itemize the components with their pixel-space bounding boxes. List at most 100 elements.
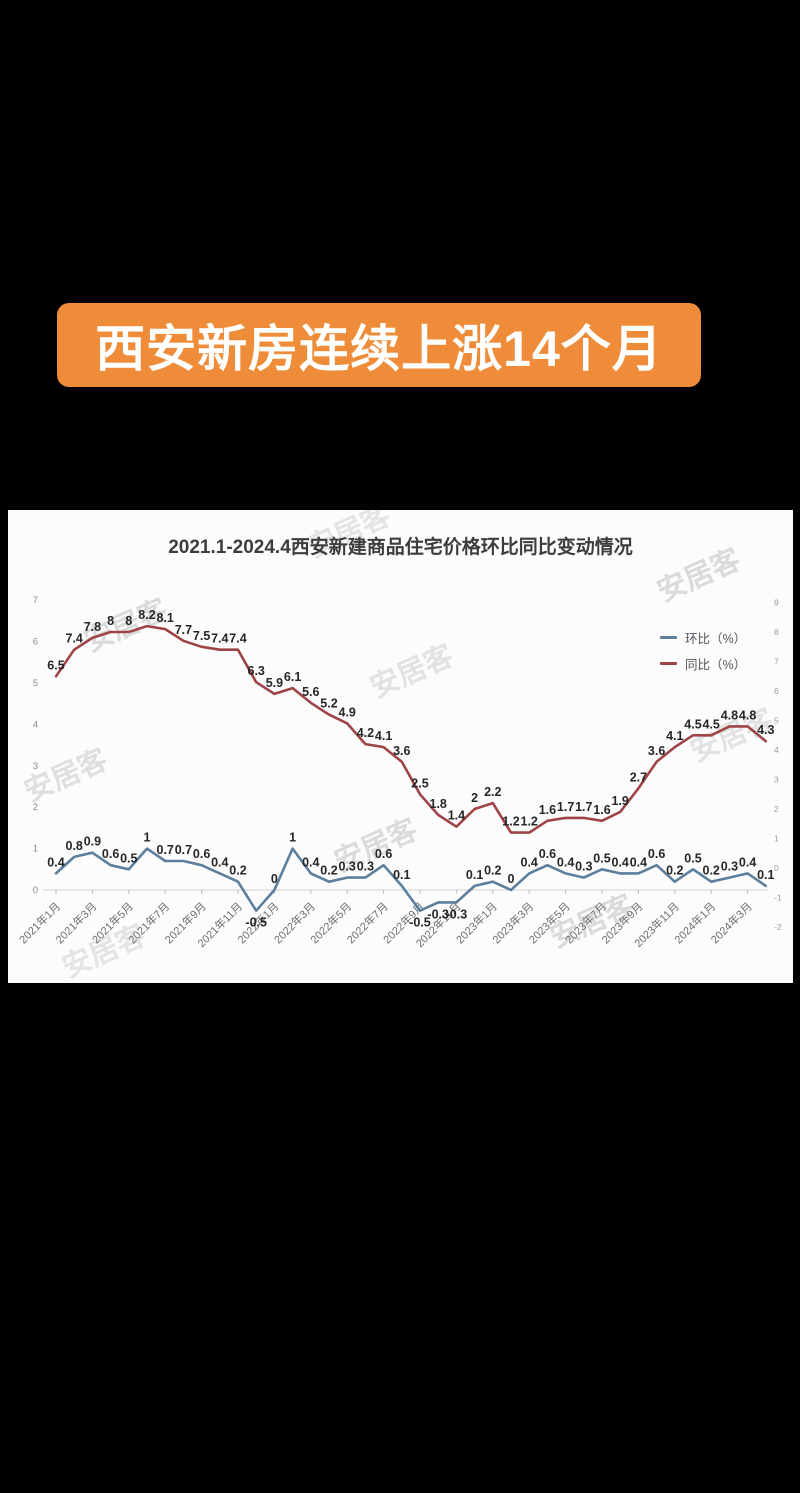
data-label: 1.6 bbox=[539, 803, 556, 817]
watermark-text: 安居客 bbox=[365, 638, 459, 705]
data-label: -0.5 bbox=[409, 916, 431, 930]
data-label: 1.2 bbox=[502, 815, 519, 829]
data-label: 4.1 bbox=[375, 729, 392, 743]
data-label: 2.7 bbox=[630, 770, 647, 784]
data-label: 0.3 bbox=[357, 860, 374, 874]
data-label: 0 bbox=[508, 872, 515, 886]
data-label: 7.7 bbox=[175, 623, 192, 637]
data-label: 2.2 bbox=[484, 785, 501, 799]
mom-line-swatch bbox=[660, 636, 677, 639]
data-label: 3.6 bbox=[648, 744, 665, 758]
data-label: 0.9 bbox=[84, 835, 101, 849]
data-label: 2.5 bbox=[411, 776, 428, 790]
data-label: 8 bbox=[125, 614, 132, 628]
left-axis-tick-label: 5 bbox=[33, 678, 38, 689]
data-label: 1.2 bbox=[521, 815, 538, 829]
data-label: 5.2 bbox=[320, 697, 337, 711]
mom-series-line bbox=[54, 847, 768, 913]
right-axis-tick-label: 9 bbox=[774, 598, 779, 608]
data-label: 4.8 bbox=[739, 708, 756, 722]
data-label: 1.7 bbox=[575, 800, 592, 814]
yoy-series-line bbox=[54, 624, 768, 834]
right-axis-tick-label: 3 bbox=[774, 775, 779, 785]
legend-item-mom: 环比（%） bbox=[660, 628, 746, 647]
data-label: 1.6 bbox=[593, 803, 610, 817]
data-label: 0.5 bbox=[593, 851, 610, 865]
data-label: 7.4 bbox=[66, 632, 83, 646]
data-label: 0.4 bbox=[47, 855, 64, 869]
data-label: 0.1 bbox=[466, 868, 483, 882]
yoy-legend-label: 同比（%） bbox=[685, 658, 747, 672]
data-label: 0.4 bbox=[521, 855, 538, 869]
data-label: 1.9 bbox=[612, 794, 629, 808]
data-label: 0.4 bbox=[739, 855, 756, 869]
data-label: 0.8 bbox=[66, 839, 83, 853]
data-label: 2 bbox=[471, 791, 478, 805]
right-axis-tick-label: 8 bbox=[774, 627, 779, 637]
legend-item-yoy: 同比（%） bbox=[660, 654, 746, 673]
data-label: 0.4 bbox=[211, 855, 228, 869]
data-label: 5.6 bbox=[302, 685, 319, 699]
data-label: 0.6 bbox=[375, 847, 392, 861]
data-label: 7.5 bbox=[193, 629, 210, 643]
data-label: 0.7 bbox=[157, 843, 174, 857]
data-label: 7.4 bbox=[229, 632, 246, 646]
right-axis-tick-label: 2 bbox=[774, 804, 779, 814]
line-chart: 安居客安居客安居客安居客安居客安居客安居客安居客安居客2021年1月2021年3… bbox=[16, 510, 782, 983]
data-label: 0.6 bbox=[648, 847, 665, 861]
data-label: 4.5 bbox=[703, 717, 720, 731]
left-axis-tick-label: 2 bbox=[33, 802, 38, 813]
data-label: 0.3 bbox=[339, 860, 356, 874]
data-label: 6.3 bbox=[248, 664, 265, 678]
data-label: 0.3 bbox=[575, 860, 592, 874]
chart-card: 安居客 安居客 安居客 安居客 安居客 安居客 安居客 安居客 安居客 2021年1月 2021年3… bbox=[8, 510, 793, 983]
data-label: 0.7 bbox=[175, 843, 192, 857]
mom-legend-label: 环比（%） bbox=[685, 632, 747, 646]
data-label: 0.6 bbox=[102, 847, 119, 861]
right-axis-tick-label: 0 bbox=[774, 863, 779, 873]
data-label: 0.4 bbox=[302, 855, 319, 869]
data-label: 1.7 bbox=[557, 800, 574, 814]
data-label: 0.3 bbox=[721, 860, 738, 874]
data-label: 0.6 bbox=[539, 847, 556, 861]
data-label: -0.3 bbox=[427, 907, 449, 921]
data-label: 0.4 bbox=[630, 855, 647, 869]
data-label: 0 bbox=[271, 872, 278, 886]
data-label: 1 bbox=[144, 831, 151, 845]
right-axis-tick-label: 5 bbox=[774, 716, 779, 726]
right-axis-tick-label: -1 bbox=[774, 893, 782, 903]
data-label: 8.1 bbox=[157, 611, 174, 625]
yoy-line-swatch bbox=[660, 662, 677, 665]
data-label: 6.1 bbox=[284, 670, 301, 684]
chart-title: 2021.1-2024.4西安新建商品住宅价格环比同比变动情况 bbox=[168, 537, 633, 558]
data-label: 0.1 bbox=[393, 868, 410, 882]
left-axis-tick-label: 7 bbox=[33, 595, 38, 606]
data-label: 0.2 bbox=[666, 864, 683, 878]
data-label: 1 bbox=[289, 831, 296, 845]
data-label: 0.5 bbox=[120, 851, 137, 865]
data-label: 4.9 bbox=[339, 705, 356, 719]
data-label: 5.9 bbox=[266, 676, 283, 690]
right-axis-tick-label: -2 bbox=[774, 922, 782, 932]
data-label: 8.2 bbox=[138, 608, 155, 622]
left-axis-tick-label: 4 bbox=[33, 719, 38, 730]
chart-legend: 环比（%） 同比（%） bbox=[660, 628, 746, 673]
left-axis-tick-label: 6 bbox=[33, 637, 38, 648]
data-label: 0.2 bbox=[703, 864, 720, 878]
right-axis-tick-label: 1 bbox=[774, 834, 779, 844]
left-axis-tick-label: 3 bbox=[33, 761, 38, 772]
data-label: 4.1 bbox=[666, 729, 683, 743]
data-label: 0.2 bbox=[229, 864, 246, 878]
left-axis-tick-label: 1 bbox=[33, 844, 38, 855]
data-label: 0.4 bbox=[612, 855, 629, 869]
data-label: 1.8 bbox=[430, 797, 447, 811]
data-label: -0.5 bbox=[245, 916, 267, 930]
data-label: 7.8 bbox=[84, 620, 101, 634]
data-label: 4.3 bbox=[757, 723, 774, 737]
data-label: 0.2 bbox=[320, 864, 337, 878]
data-label: 0.5 bbox=[684, 851, 701, 865]
data-label: 0.1 bbox=[757, 868, 774, 882]
data-label: 0.2 bbox=[484, 864, 501, 878]
data-label: 4.2 bbox=[357, 726, 374, 740]
